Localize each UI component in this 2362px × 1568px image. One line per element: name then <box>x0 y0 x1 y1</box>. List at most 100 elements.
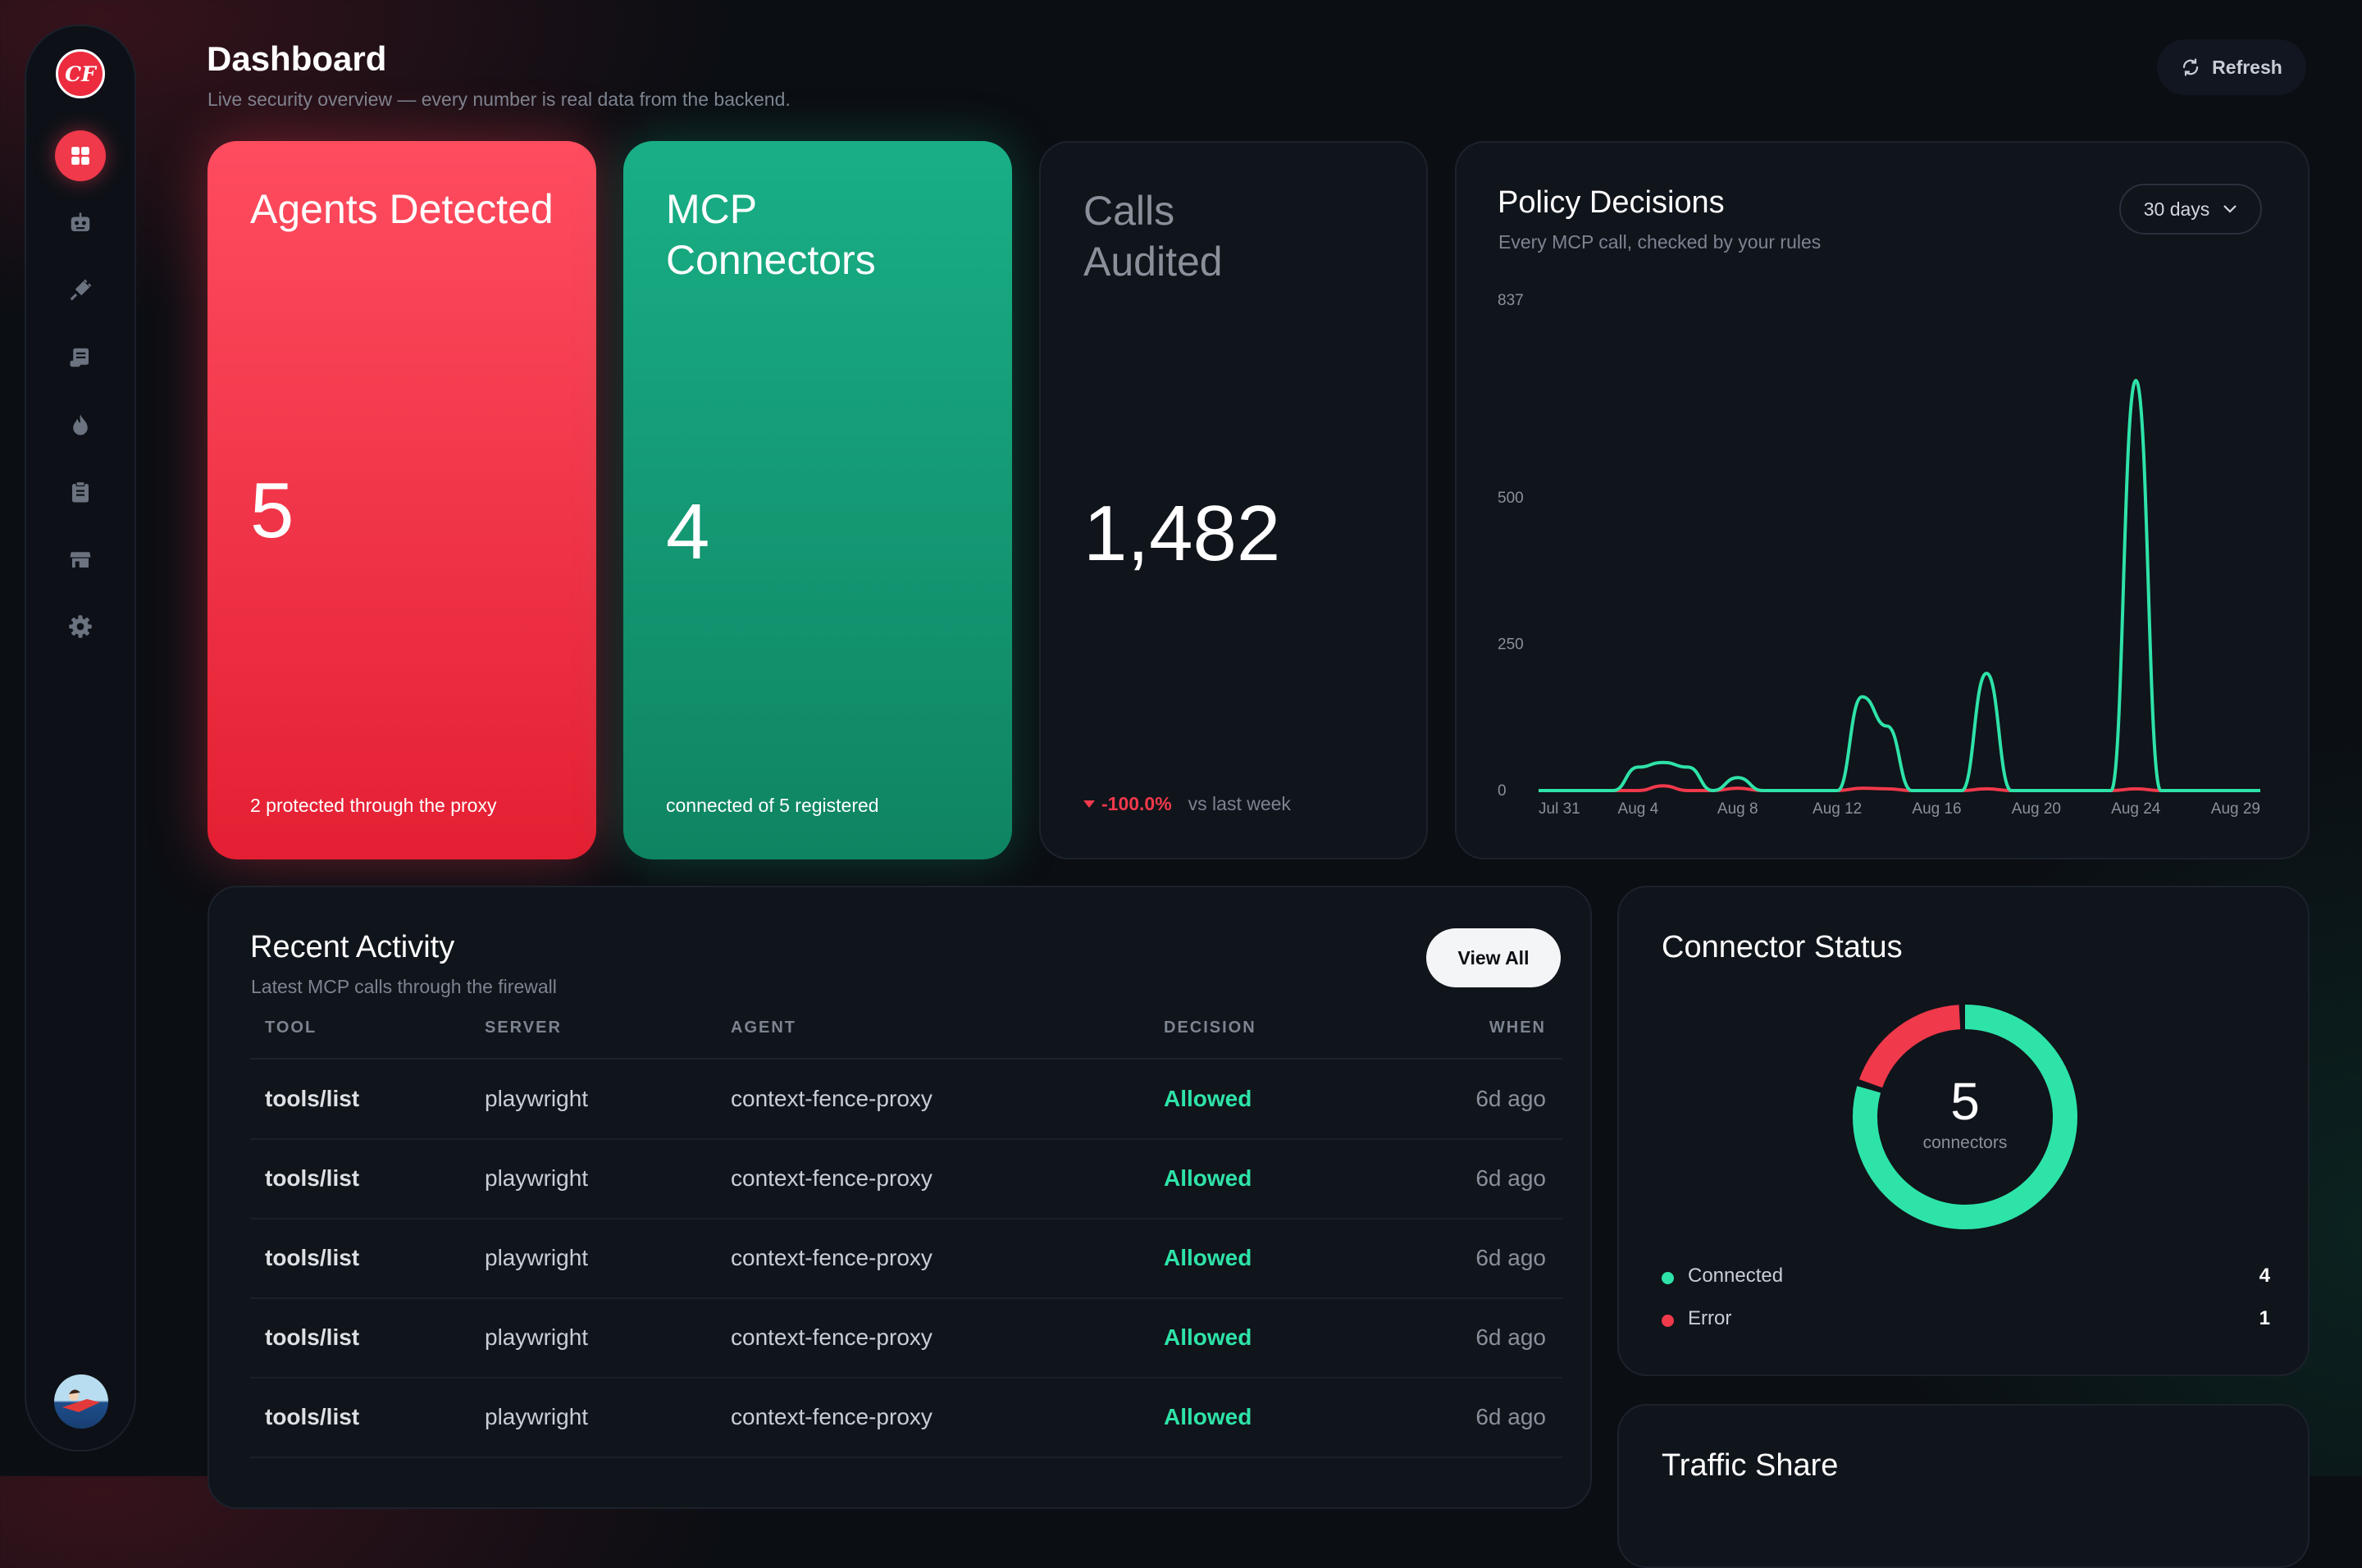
x-tick-label: Aug 12 <box>1813 800 1862 818</box>
plug-icon <box>70 279 92 301</box>
avatar[interactable] <box>54 1374 108 1429</box>
view-all-button[interactable]: View All <box>1426 928 1561 987</box>
cell-server: playwright <box>485 1086 589 1111</box>
column-server: SERVER <box>485 1019 562 1037</box>
cell-agent: context-fence-proxy <box>731 1324 932 1350</box>
column-tool: TOOL <box>265 1019 317 1037</box>
series-line-allowed <box>1538 378 2260 793</box>
legend-item-connected: Connected 4 <box>1662 1265 2270 1291</box>
sidebar-item-settings[interactable] <box>49 595 112 658</box>
table-row[interactable]: tools/list playwright context-fence-prox… <box>250 1060 1562 1140</box>
cell-decision: Allowed <box>1164 1086 1252 1111</box>
calls-audited-card[interactable]: Calls Audited 1,482 -100.0% vs last week <box>1039 141 1428 859</box>
cell-server: playwright <box>485 1404 589 1429</box>
range-select-value: 30 days <box>2143 198 2210 220</box>
connector-status-card: Connector Status 5 connectors Connected … <box>1617 886 2310 1376</box>
chevron-down-icon <box>2223 205 2237 213</box>
caret-down-icon <box>1083 800 1095 808</box>
recent-activity-card: Recent Activity Latest MCP calls through… <box>207 886 1592 1509</box>
legend-label: Error <box>1688 1307 1732 1329</box>
agents-detected-card[interactable]: Agents Detected 5 2 protected through th… <box>207 141 596 859</box>
flame-icon <box>73 414 88 435</box>
donut-segment-connected <box>1853 1005 2077 1229</box>
y-tick-label: 250 <box>1498 636 1524 653</box>
x-tick-label: Aug 24 <box>2111 800 2161 818</box>
series-line-denied <box>1538 784 2260 793</box>
legend-dot-connected <box>1662 1272 1674 1284</box>
cell-decision: Allowed <box>1164 1245 1252 1270</box>
cell-agent: context-fence-proxy <box>731 1404 932 1429</box>
cell-decision: Allowed <box>1164 1324 1252 1350</box>
sidebar-item-marketplace[interactable] <box>49 528 112 590</box>
connectors-footnote: connected of 5 registered <box>666 795 879 816</box>
legend-label: Connected <box>1688 1265 1784 1287</box>
column-agent: AGENT <box>731 1019 796 1037</box>
traffic-share-title: Traffic Share <box>1662 1448 1839 1483</box>
traffic-share-card: Traffic Share <box>1617 1404 2310 1568</box>
cell-agent: context-fence-proxy <box>731 1086 932 1111</box>
y-tick-label: 0 <box>1498 782 1507 800</box>
cell-tool: tools/list <box>265 1404 360 1429</box>
cell-when: 6d ago <box>1475 1086 1546 1111</box>
page-subtitle: Live security overview — every number is… <box>207 89 791 110</box>
cell-server: playwright <box>485 1165 589 1191</box>
connector-donut <box>1853 1005 2077 1229</box>
table-header: TOOL SERVER AGENT DECISION WHEN <box>250 1019 1562 1060</box>
cell-when: 6d ago <box>1475 1404 1546 1429</box>
x-tick-label: Aug 4 <box>1618 800 1659 818</box>
calls-change: -100.0% vs last week <box>1083 793 1291 815</box>
policy-title: Policy Decisions <box>1498 185 1725 220</box>
refresh-label: Refresh <box>2212 56 2282 78</box>
cell-agent: context-fence-proxy <box>731 1165 932 1191</box>
robot-icon <box>71 212 90 231</box>
store-icon <box>70 552 91 567</box>
cell-decision: Allowed <box>1164 1165 1252 1191</box>
grid-icon <box>71 147 89 165</box>
legend-count: 1 <box>2259 1307 2270 1329</box>
cell-tool: tools/list <box>265 1324 360 1350</box>
legend-dot-error <box>1662 1315 1674 1327</box>
policy-decisions-card: Policy Decisions Every MCP call, checked… <box>1455 141 2310 859</box>
x-tick-label: Aug 20 <box>2012 800 2061 818</box>
cell-when: 6d ago <box>1475 1324 1546 1350</box>
refresh-button[interactable]: Refresh <box>2157 39 2306 95</box>
connectors-label: MCP Connectors <box>666 186 876 283</box>
table-row[interactable]: tools/list playwright context-fence-prox… <box>250 1219 1562 1299</box>
gear-icon <box>69 615 92 638</box>
cell-when: 6d ago <box>1475 1245 1546 1270</box>
column-decision: DECISION <box>1164 1019 1256 1037</box>
table-row[interactable]: tools/list playwright context-fence-prox… <box>250 1298 1562 1379</box>
connectors-value: 4 <box>666 488 710 576</box>
cell-decision: Allowed <box>1164 1404 1252 1429</box>
app-logo[interactable]: CF <box>56 49 105 98</box>
sidebar-item-firewall[interactable] <box>49 394 112 456</box>
sidebar-item-logs[interactable] <box>49 326 112 389</box>
y-tick-label: 500 <box>1498 490 1524 507</box>
policy-decisions-chart: 0 250 500 837 Jul 31 Aug 4 Aug 8 Aug 12 Aug 16 Au… <box>1498 292 2260 818</box>
x-tick-label: Aug 8 <box>1717 800 1758 818</box>
calls-value: 1,482 <box>1083 490 1281 577</box>
legend-item-error: Error 1 <box>1662 1307 2270 1333</box>
connector-status-title: Connector Status <box>1662 930 1903 964</box>
donut-total: 5 <box>1950 1072 1980 1131</box>
agents-label: Agents Detected <box>250 186 554 232</box>
calls-label: Calls Audited <box>1083 188 1223 285</box>
x-tick-label: Jul 31 <box>1539 800 1580 818</box>
mcp-connectors-card[interactable]: MCP Connectors 4 connected of 5 register… <box>623 141 1012 859</box>
refresh-icon <box>2183 58 2199 76</box>
sidebar-item-agents[interactable] <box>49 192 112 254</box>
cell-server: playwright <box>485 1324 589 1350</box>
donut-total-label: connectors <box>1922 1133 2008 1152</box>
range-select[interactable]: 30 days <box>2119 184 2262 235</box>
page-title: Dashboard <box>207 39 387 78</box>
sidebar-item-policies[interactable] <box>49 461 112 523</box>
table-row[interactable]: tools/list playwright context-fence-prox… <box>250 1139 1562 1219</box>
sidebar-item-connectors[interactable] <box>49 259 112 321</box>
agents-value: 5 <box>250 467 294 554</box>
policy-subtitle: Every MCP call, checked by your rules <box>1498 231 1822 253</box>
calls-change-suffix: vs last week <box>1188 793 1291 814</box>
agents-footnote: 2 protected through the proxy <box>250 795 497 816</box>
sidebar-item-dashboard[interactable] <box>49 125 112 187</box>
cell-when: 6d ago <box>1475 1165 1546 1191</box>
table-row[interactable]: tools/list playwright context-fence-prox… <box>250 1378 1562 1458</box>
